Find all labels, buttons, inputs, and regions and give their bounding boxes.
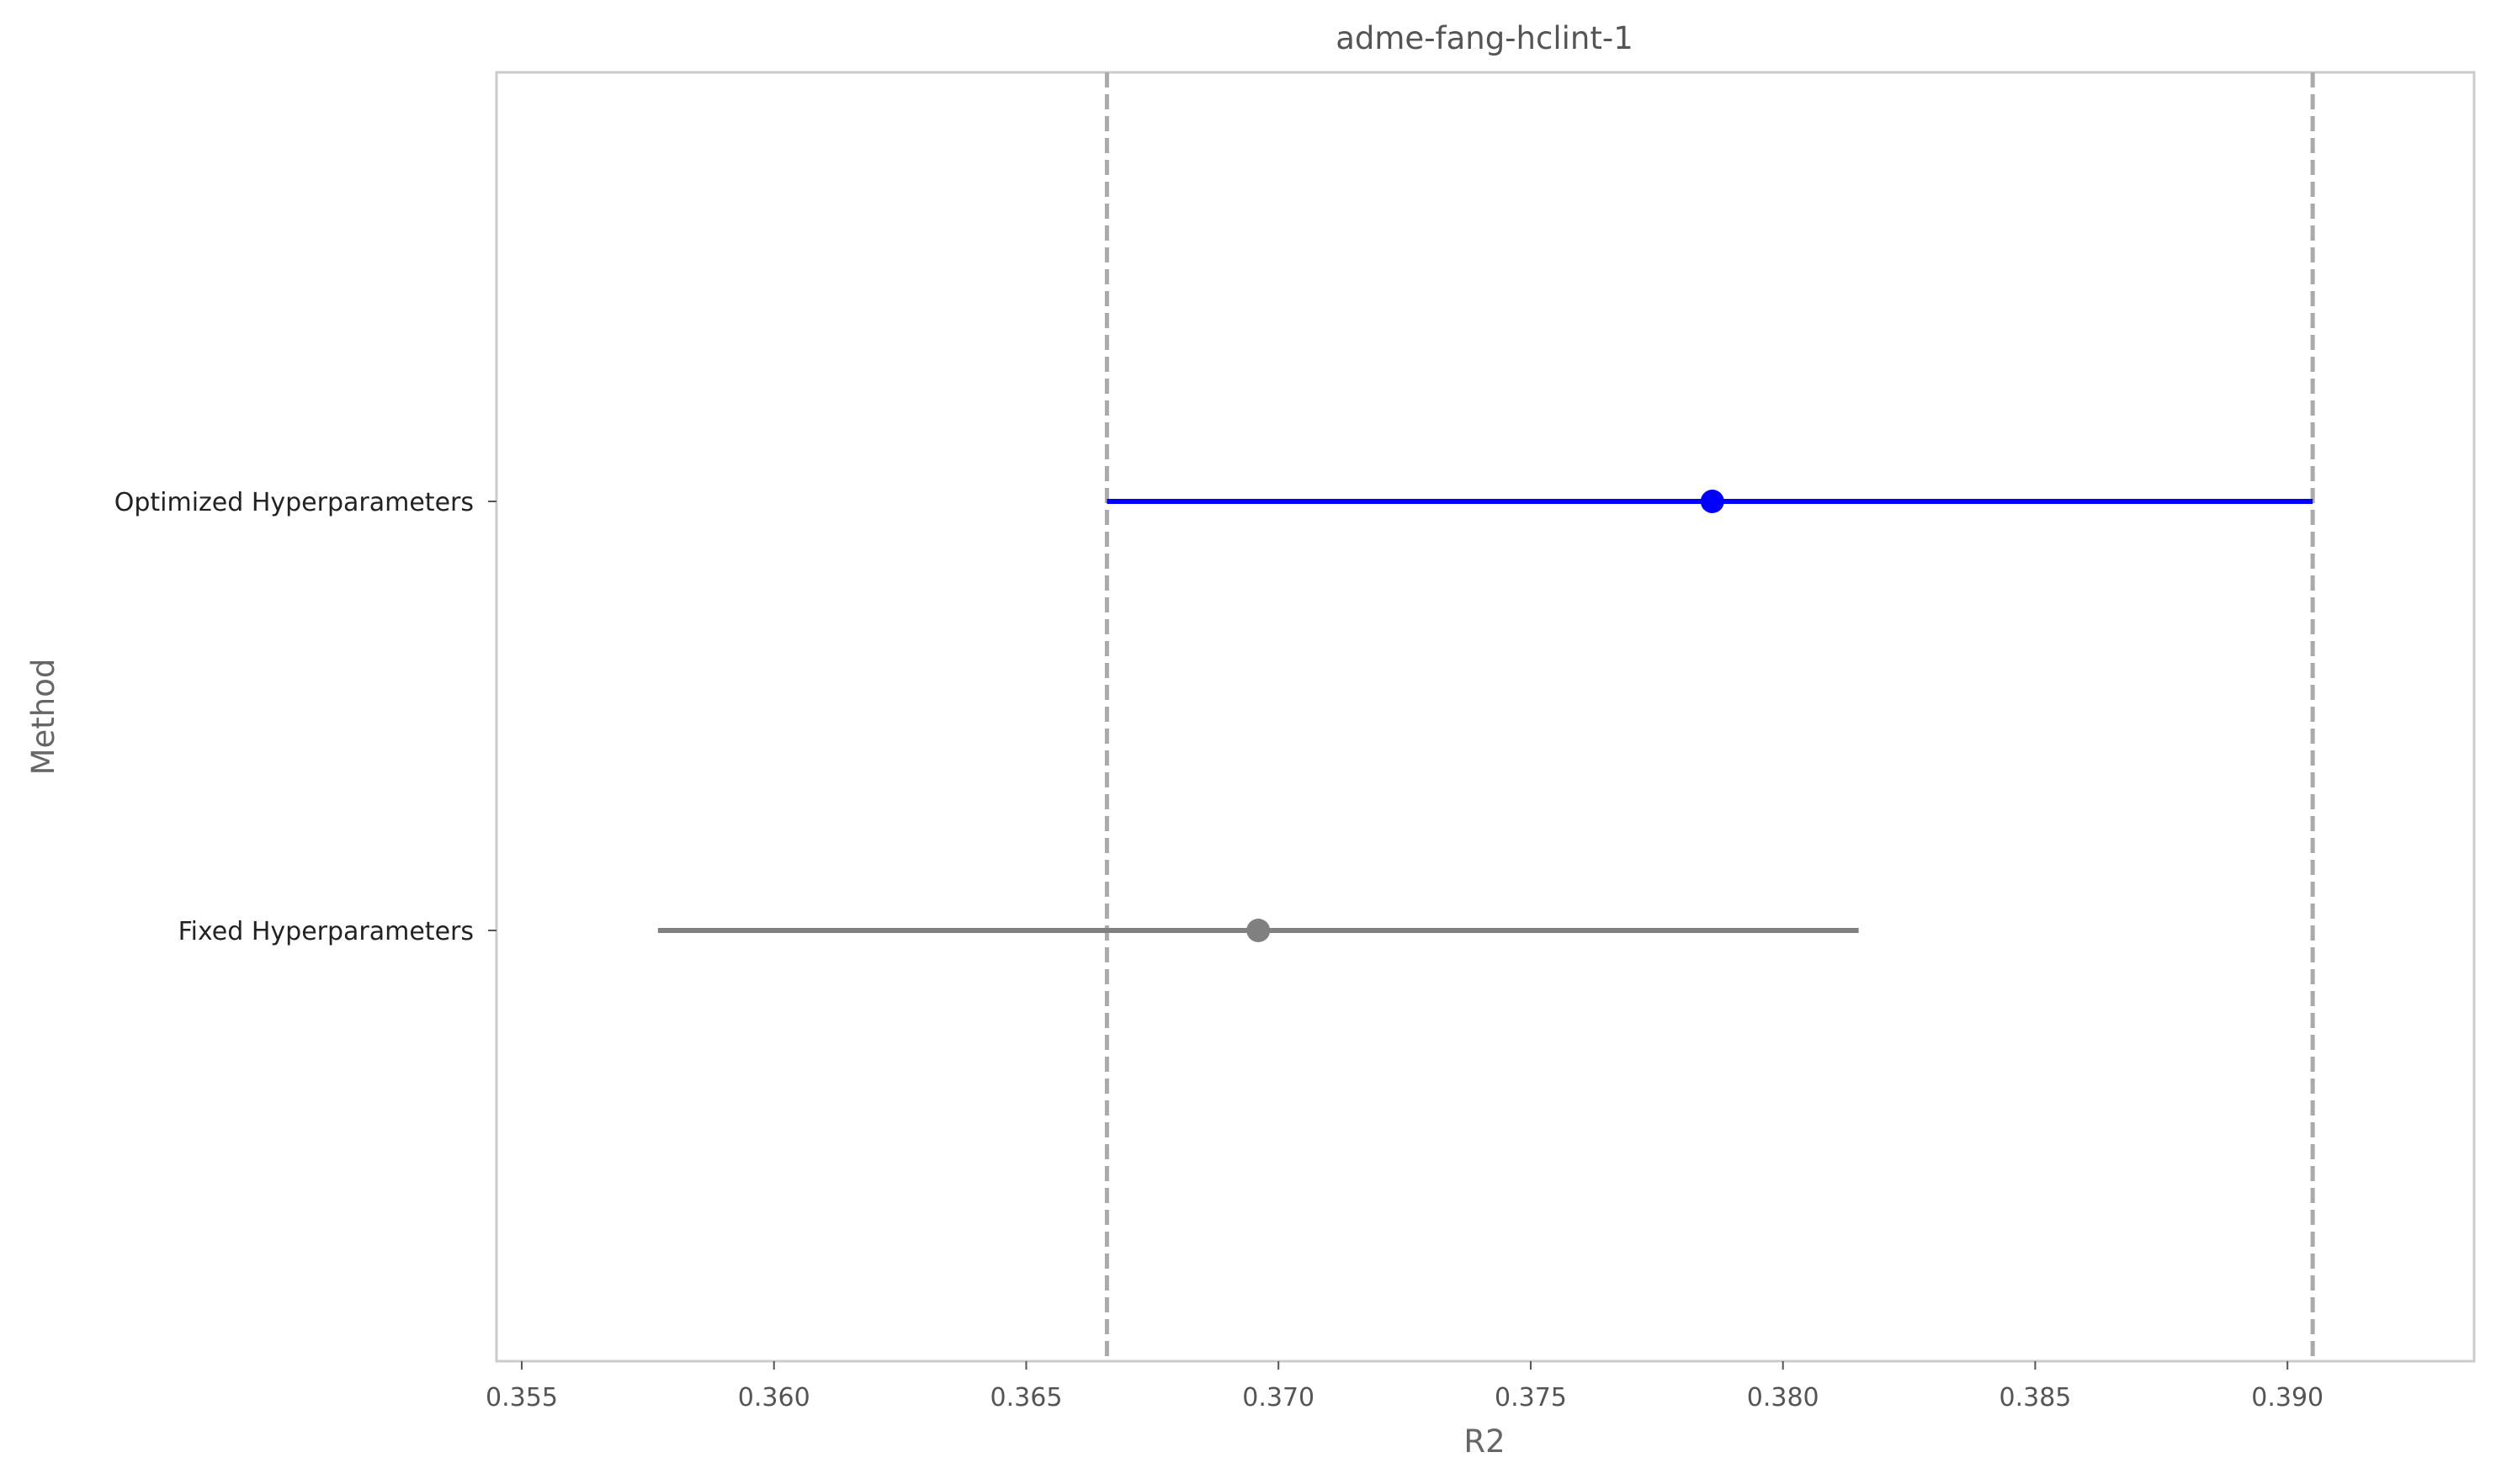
chart-title: adme-fang-hclint-1 [1336, 20, 1633, 56]
y-tick-label: Fixed Hyperparameters [178, 917, 474, 946]
plot-frame [495, 71, 2476, 1363]
x-tick-label: 0.370 [1242, 1383, 1314, 1412]
x-tick-label: 0.360 [738, 1383, 810, 1412]
x-tick-label: 0.365 [990, 1383, 1063, 1412]
point-estimate [1246, 919, 1271, 942]
x-axis-ticks: 0.355 0.360 0.365 0.370 0.375 0.380 0.385 0.390 [486, 1361, 2323, 1412]
y-axis-ticks: Optimized Hyperparameters Fixed Hyperpara… [114, 488, 497, 946]
reference-lines [1104, 72, 2315, 1361]
series-marks [657, 490, 2313, 942]
point-estimate [1700, 490, 1724, 513]
y-tick-label: Optimized Hyperparameters [114, 488, 474, 517]
x-tick-label: 0.375 [1495, 1383, 1567, 1412]
x-tick-label: 0.355 [486, 1383, 558, 1412]
x-tick-label: 0.385 [1999, 1383, 2071, 1412]
x-axis-label: R2 [1463, 1423, 1505, 1460]
x-tick-label: 0.380 [1747, 1383, 1819, 1412]
y-axis-label: Method [25, 659, 61, 776]
x-tick-label: 0.390 [2251, 1383, 2323, 1412]
